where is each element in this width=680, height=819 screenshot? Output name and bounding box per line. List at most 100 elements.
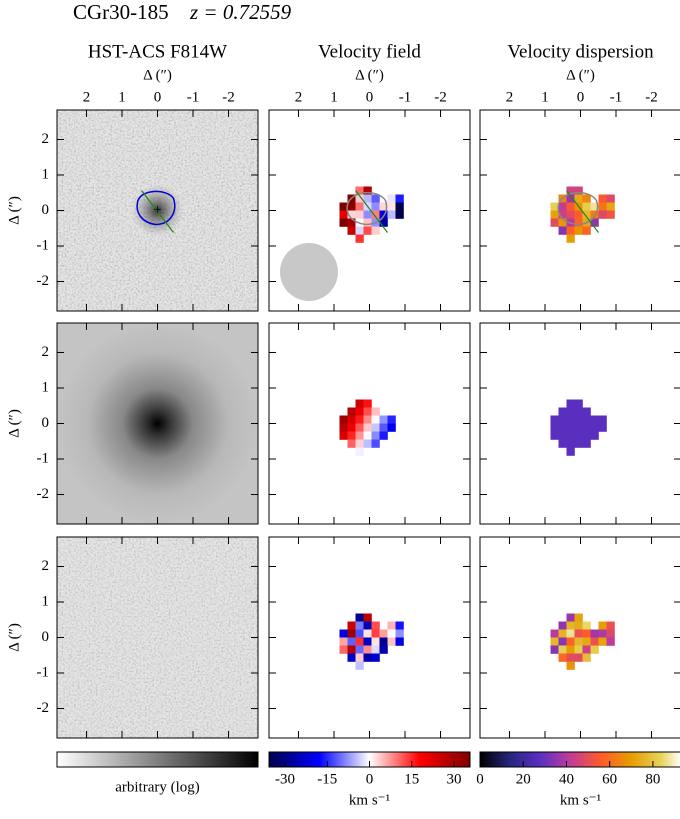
isophote-contour	[557, 192, 599, 226]
pixel	[379, 202, 388, 211]
colorbar-tick-label: 0	[366, 771, 374, 787]
pixel	[574, 415, 583, 424]
y-axis-label: Δ (″)	[6, 409, 22, 438]
pixel	[355, 194, 364, 203]
pixel	[347, 407, 356, 416]
pixel	[395, 621, 404, 630]
x-tick-label: -1	[610, 89, 623, 105]
pixel	[566, 423, 575, 432]
pixel	[606, 629, 615, 638]
x-tick-label: -2	[222, 89, 235, 105]
pixel	[347, 439, 356, 448]
y-tick-label: -1	[37, 237, 50, 253]
pixel	[598, 202, 607, 211]
center-mark: +	[153, 202, 161, 218]
pixel	[566, 202, 575, 211]
pixel	[566, 613, 575, 622]
pixel	[355, 423, 364, 432]
x-tick-label: -1	[187, 89, 200, 105]
pixel	[347, 629, 356, 638]
major-axis	[355, 190, 388, 233]
pixel	[558, 637, 567, 646]
pixel	[371, 629, 380, 638]
pixel	[387, 194, 396, 203]
pixel	[347, 431, 356, 440]
pixel	[558, 645, 567, 654]
pixel	[566, 186, 575, 195]
pixel	[355, 645, 364, 654]
pixel	[363, 194, 372, 203]
pixel	[606, 194, 615, 203]
pixel	[339, 210, 348, 219]
colorbar-label: km s⁻¹	[560, 792, 601, 808]
pixel	[574, 431, 583, 440]
pixel	[355, 653, 364, 662]
x-tick-label: 2	[83, 89, 91, 105]
pixel	[598, 423, 607, 432]
pixel	[566, 226, 575, 235]
pixel	[582, 431, 591, 440]
pixel	[379, 218, 388, 227]
pixel	[606, 621, 615, 630]
x-tick-label: 2	[295, 89, 303, 105]
pixel	[355, 447, 364, 456]
pixel	[582, 653, 591, 662]
pixel	[566, 431, 575, 440]
pixel	[598, 415, 607, 424]
pixel	[363, 653, 372, 662]
pixel	[566, 407, 575, 416]
pixel	[395, 629, 404, 638]
pixel	[550, 218, 559, 227]
pixel	[550, 423, 559, 432]
pixel	[339, 645, 348, 654]
pixel	[355, 186, 364, 195]
pixel	[355, 407, 364, 416]
y-axis-label: Δ (″)	[6, 196, 22, 225]
pixel	[558, 226, 567, 235]
pixel	[558, 439, 567, 448]
pixel	[363, 415, 372, 424]
x-axis-label: Δ (″)	[566, 67, 595, 83]
x-tick-label: -2	[645, 89, 658, 105]
pixel	[566, 621, 575, 630]
pixel	[363, 613, 372, 622]
pixel	[590, 202, 599, 211]
pixel	[598, 637, 607, 646]
pixel	[339, 637, 348, 646]
pixel	[395, 202, 404, 211]
x-tick-label: 1	[330, 89, 338, 105]
pixel	[590, 415, 599, 424]
pixel	[355, 613, 364, 622]
pixel	[363, 399, 372, 408]
y-tick-label: 1	[42, 166, 50, 182]
pixel	[574, 194, 583, 203]
x-axis-label: Δ (″)	[143, 67, 172, 83]
colorbar-tick-label: 30	[446, 771, 461, 787]
pixel	[363, 407, 372, 416]
pixel	[574, 407, 583, 416]
pixel	[339, 431, 348, 440]
x-tick-label: 1	[118, 89, 126, 105]
pixel	[550, 645, 559, 654]
colorbar-label: arbitrary (log)	[115, 779, 200, 795]
colorbar-tick-label: -30	[275, 771, 295, 787]
pixel	[339, 218, 348, 227]
pixel	[566, 645, 575, 654]
pixel	[566, 439, 575, 448]
pixel	[363, 210, 372, 219]
pixel	[355, 210, 364, 219]
pixel	[363, 423, 372, 432]
pixel	[387, 621, 396, 630]
pixel	[355, 637, 364, 646]
pixel	[574, 226, 583, 235]
figure-title: CGr30-185	[73, 0, 169, 24]
pixel	[566, 629, 575, 638]
pixel	[363, 439, 372, 448]
pixel	[355, 621, 364, 630]
pixel	[355, 629, 364, 638]
pixel	[566, 399, 575, 408]
colorbar-tick-label: 0	[476, 771, 484, 787]
pixel	[363, 431, 372, 440]
pixel	[371, 431, 380, 440]
pixel	[339, 423, 348, 432]
